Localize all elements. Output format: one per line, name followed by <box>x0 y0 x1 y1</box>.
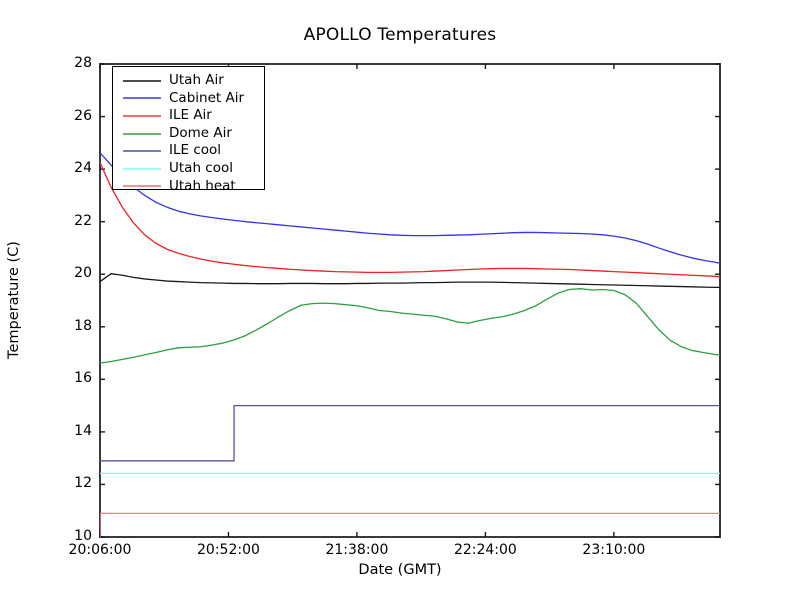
x-tick-label: 20:06:00 <box>68 542 132 558</box>
chart-title: APOLLO Temperatures <box>303 25 497 45</box>
legend-swatch-icon <box>123 132 161 135</box>
legend-label: Utah heat <box>169 177 236 194</box>
legend-item: Cabinet Air <box>113 90 264 108</box>
y-axis-label: Temperature (C) <box>6 241 22 359</box>
legend-item: ILE cool <box>113 142 264 160</box>
legend-swatch-icon <box>123 97 161 100</box>
legend-swatch-icon <box>123 150 161 153</box>
series-line-ile-air <box>100 161 720 278</box>
legend-swatch-icon <box>123 79 161 82</box>
y-tick-label: 14 <box>74 422 92 439</box>
y-tick-label: 26 <box>74 107 92 124</box>
y-tick-label: 20 <box>74 265 92 282</box>
legend-swatch-icon <box>123 185 161 188</box>
chart-legend: Utah Air Cabinet Air ILE Air Dome Air ILE co… <box>112 66 265 192</box>
series-line-utah-air <box>100 273 720 289</box>
legend-label: ILE Air <box>169 107 212 124</box>
y-tick-label: 16 <box>74 370 92 387</box>
legend-label: Dome Air <box>169 124 232 141</box>
x-tick-label: 22:24:00 <box>453 542 517 558</box>
legend-label: ILE cool <box>169 142 222 159</box>
series-line-ile-cool <box>100 404 720 462</box>
y-tick-label: 22 <box>74 212 92 229</box>
y-tick-label: 12 <box>74 475 92 492</box>
legend-label: Utah Air <box>169 72 224 89</box>
series-line-dome-air <box>100 288 720 364</box>
legend-label: Utah cool <box>169 160 233 177</box>
legend-swatch-icon <box>123 167 161 170</box>
legend-item: Utah Air <box>113 72 264 90</box>
y-tick-label: 18 <box>74 317 92 334</box>
x-tick-label: 21:38:00 <box>325 542 389 558</box>
x-axis-label: Date (GMT) <box>358 562 442 578</box>
series-line-cabinet-air <box>100 152 720 264</box>
legend-entries: Utah Air Cabinet Air ILE Air Dome Air ILE co… <box>113 72 264 195</box>
y-tick-label: 28 <box>74 55 92 71</box>
x-tick-label: 20:52:00 <box>197 542 260 558</box>
y-tick-label: 24 <box>74 160 92 177</box>
legend-item: Utah heat <box>113 178 264 196</box>
legend-item: Utah cool <box>113 160 264 178</box>
plot-frame <box>99 63 721 538</box>
y-tick-label: 10 <box>74 528 92 544</box>
legend-swatch-icon <box>123 114 161 117</box>
legend-label: Cabinet Air <box>169 89 245 106</box>
legend-item: ILE Air <box>113 107 264 125</box>
legend-item: Dome Air <box>113 125 264 143</box>
series-group <box>100 152 720 537</box>
x-tick-label: 23:10:00 <box>582 542 646 558</box>
